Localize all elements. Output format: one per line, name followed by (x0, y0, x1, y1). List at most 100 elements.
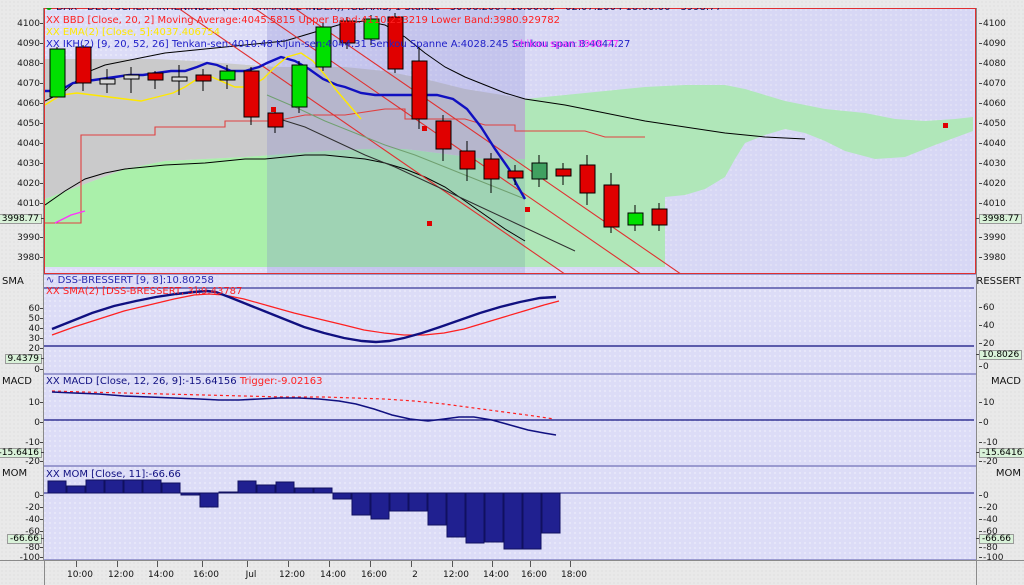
macd-panel: MACD 10 0 -10 -15.6416 -20 MACD 10 0 -10… (0, 374, 1024, 467)
price-plot-area[interactable] (44, 8, 976, 274)
mom-tick-left: -80 (25, 543, 43, 553)
legend-bollinger[interactable]: XX BBD [Close, 20, 2] Moving Average:404… (46, 15, 560, 26)
price-tick-left: 4030 (17, 159, 43, 169)
legend-ema[interactable]: XX EMA(2) [Close, 5]:4037.406754 (46, 27, 220, 38)
mom-histogram (47, 479, 561, 550)
legend-chikou[interactable]: Chikou span:3998.77 (513, 39, 619, 50)
price-tick-right: 4080 (979, 59, 1006, 69)
mom-chart-svg (44, 467, 974, 559)
macd-plot-area[interactable] (44, 374, 976, 466)
mom-tick-right: -100 (978, 553, 1004, 563)
corner-bottom-right (976, 560, 1024, 585)
price-axis-right[interactable]: 4100 4090 4080 4070 4060 4050 4040 4030 … (975, 8, 1024, 274)
price-tick-right: 4090 (979, 39, 1006, 49)
price-tick-right-highlight: 3998.77 (975, 214, 1023, 224)
time-label: 12:00 (108, 570, 134, 580)
chikou-span-line (54, 210, 86, 224)
macd-axis-right[interactable]: MACD 10 0 -10 -15.6416 -20 (975, 374, 1024, 467)
bollinger-lower-band (45, 154, 526, 242)
time-tick-mark (370, 561, 371, 567)
channel-line-lower (294, 9, 681, 273)
dss-plot-area[interactable] (44, 274, 976, 374)
channel-line-upper (178, 9, 565, 273)
price-tick-right: 4060 (979, 99, 1006, 109)
price-tick-right: 4020 (979, 179, 1006, 189)
price-axis-left[interactable]: 4100 4090 4080 4070 4060 4050 4040 4030 … (0, 8, 45, 274)
sma-panel-tag-right: RESSERT (976, 276, 1021, 287)
mom-tick-left: 0 (34, 491, 43, 501)
pivot-marker (271, 107, 276, 112)
mom-tick-right: -40 (979, 515, 998, 525)
macd-panel-tag-right: MACD (991, 376, 1021, 387)
mom-axis-left[interactable]: MOM 0 -20 -40 -60 -66.66 -80 -100 (0, 466, 45, 563)
price-tick-left: 4080 (17, 59, 43, 69)
time-label: 16:00 (361, 570, 387, 580)
macd-tick-right: -10 (979, 438, 998, 448)
time-tick-mark (247, 561, 248, 567)
mom-tick-left: -100 (19, 553, 44, 563)
macd-tick-left: 10 (28, 398, 44, 408)
mom-tick-right: 0 (979, 491, 989, 501)
dss-bressert-panel: SMA 60 50 40 30 20 9.4379 0 RESSERT 60 (0, 274, 1024, 375)
mom-panel-tag-right: MOM (995, 468, 1021, 479)
dss-wave-icon: ∿ (46, 275, 58, 286)
time-label: 14:00 (320, 570, 346, 580)
macd-tick-left-highlight: -15.6416 (0, 448, 45, 458)
price-tick-right: 4100 (979, 19, 1006, 29)
price-tick-left: 4100 (17, 19, 43, 29)
price-tick-left: 3980 (17, 253, 43, 263)
macd-tick-right: -20 (979, 457, 998, 467)
dss-main-line (51, 289, 557, 344)
sma-tick-right: 0 (979, 362, 989, 372)
pivot-marker (943, 123, 948, 128)
mom-plot-area[interactable] (44, 466, 976, 560)
ema-line (45, 52, 362, 120)
legend-mom[interactable]: XX MOM [Close, 11]:-66.66 (46, 469, 181, 480)
pivot-marker (525, 207, 530, 212)
macd-tick-right: 0 (979, 418, 989, 428)
price-tick-right: 3990 (979, 233, 1006, 243)
pivot-marker (422, 126, 427, 131)
mom-tick-left: -60 (25, 527, 43, 537)
price-tick-left: 4050 (17, 119, 43, 129)
mom-tick-left: -40 (25, 515, 43, 525)
price-tick-left-highlight: 3998.77 (0, 214, 45, 224)
price-tick-left: 4020 (17, 179, 43, 189)
macd-tick-left: 0 (34, 418, 43, 428)
sma-axis-right[interactable]: RESSERT 60 40 20 10.8026 0 (975, 274, 1024, 374)
time-label: Jul (245, 570, 257, 580)
mom-tick-right: -20 (979, 503, 998, 513)
trend-line-black (272, 116, 576, 252)
kijun-sen-line (266, 94, 526, 200)
corner-top-strip (0, 0, 1024, 8)
mom-axis-right[interactable]: MOM 0 -20 -40 -60 -66.66 -80 -100 (975, 466, 1024, 563)
macd-axis-left[interactable]: MACD 10 0 -10 -15.6416 -20 (0, 374, 45, 467)
price-tick-left: 3990 (17, 233, 43, 243)
time-label: 2 (412, 570, 418, 580)
macd-trigger-line (51, 390, 555, 420)
ichimoku-cloud-green-right (525, 85, 973, 215)
legend-macd-row[interactable]: XX MACD [Close, 12, 26, 9]:-15.64156 Tri… (46, 376, 323, 387)
corner-bottom-left (0, 560, 45, 585)
time-label: 14:00 (148, 570, 174, 580)
legend-dss[interactable]: ∿ DSS-BRESSERT [9, 8]:10.80258 (46, 275, 214, 286)
time-axis[interactable]: 10:00 12:00 14:00 16:00 Jul 12:00 14:00 … (44, 560, 976, 585)
sma-axis-left[interactable]: SMA 60 50 40 30 20 9.4379 0 (0, 274, 44, 375)
legend-dss-text: DSS-BRESSERT [9, 8]:10.80258 (57, 275, 214, 286)
candlestick-series (49, 13, 668, 233)
legend-ichimoku[interactable]: XX IKH(2) [9, 20, 52, 26] Tenkan-sen:401… (46, 39, 631, 50)
time-label: 14:00 (483, 570, 509, 580)
mom-tick-right-highlight: -66.66 (975, 534, 1015, 544)
time-label: 16:00 (193, 570, 219, 580)
price-tick-right: 4040 (979, 139, 1006, 149)
legend-sma[interactable]: XX SMA(2) [DSS-BRESSERT, 3]:9.43787 (46, 286, 243, 297)
mom-panel-tag-left: MOM (2, 468, 28, 479)
sma-panel-tag-left: SMA (2, 276, 24, 287)
time-tick-mark (411, 561, 412, 567)
price-tick-left: 4040 (17, 139, 43, 149)
time-tick-mark (452, 561, 453, 567)
time-tick-mark (157, 561, 158, 567)
bollinger-moving-average (45, 108, 645, 224)
sma-tick-left: 40 (28, 324, 44, 334)
time-label: 12:00 (443, 570, 469, 580)
